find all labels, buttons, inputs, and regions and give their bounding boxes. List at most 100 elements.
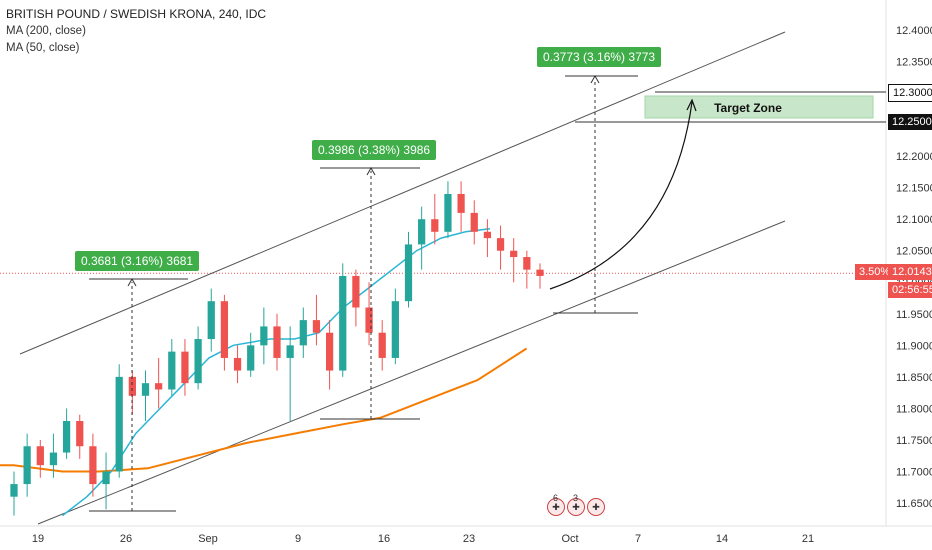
measure-3-arrowhead [590, 74, 600, 84]
target-zone-box[interactable] [644, 95, 874, 119]
uk-flag-icon[interactable]: 3 ✚ [567, 493, 585, 516]
ma50-legend[interactable]: MA (50, close) [6, 42, 80, 54]
candle-body [483, 231, 492, 239]
channel-lower-line[interactable] [37, 220, 786, 525]
level-12300-tag: 12.3000 [888, 84, 932, 102]
price-tick-label: 11.9500 [896, 309, 932, 321]
candle-body [181, 351, 189, 384]
current-pct-tag: 3.50% [855, 264, 895, 280]
time-tick-label: 19 [32, 533, 44, 545]
candle-body [36, 446, 44, 466]
projection-curve-arrow[interactable] [549, 101, 693, 290]
measure-2-arrowhead [366, 166, 376, 176]
candle-body [207, 301, 215, 340]
candle-body [233, 357, 242, 371]
candle-body [194, 339, 202, 384]
channel-upper-line[interactable] [19, 31, 786, 355]
candle-body [536, 269, 544, 276]
candle-body [10, 484, 18, 497]
measure-1-arrowhead [127, 277, 137, 287]
time-tick-label: Sep [198, 533, 218, 545]
measure-2-label[interactable]: 0.3986 (3.38%) 3986 [312, 140, 437, 160]
price-tick-label: 11.8000 [896, 403, 932, 415]
time-tick-label: 9 [295, 533, 301, 545]
ma200-legend[interactable]: MA (200, close) [6, 25, 86, 37]
time-axis[interactable]: 19 26 Sep 9 16 23 Oct 7 14 21 [32, 533, 814, 545]
uk-flag-icon[interactable]: 6 ✚ [547, 493, 565, 516]
candle-body [76, 421, 84, 447]
candle-body [418, 219, 426, 245]
candlestick-series [10, 181, 544, 516]
time-tick-label: 21 [802, 533, 814, 545]
candle-body [260, 326, 268, 346]
candle-body [247, 345, 255, 371]
candle-body [102, 471, 110, 485]
time-tick-label: 16 [378, 533, 390, 545]
current-price-tag: 12.0143 [888, 264, 932, 280]
time-tick-label: 7 [635, 533, 641, 545]
price-tick-label: 12.1500 [896, 183, 932, 195]
price-tick-label: 12.4000 [896, 25, 932, 37]
candle-body [457, 193, 465, 213]
candle-body [378, 332, 386, 358]
time-tick-label: 26 [120, 533, 132, 545]
candle-body [49, 452, 58, 466]
candle-body [115, 376, 123, 472]
time-tick-label: 23 [463, 533, 475, 545]
candle-body [128, 376, 136, 396]
candle-body [391, 301, 399, 358]
price-axis[interactable]: 12.4000 12.3500 12.2000 12.1500 12.1000 12.05… [896, 25, 932, 510]
uk-flag-icon[interactable]: ✚ [587, 498, 605, 516]
candle-body [273, 326, 281, 358]
price-tick-label: 12.2000 [896, 151, 932, 163]
economic-events[interactable]: 6 ✚ 3 ✚ ✚ [547, 493, 605, 516]
event-count: 3 [573, 493, 579, 503]
candle-body [62, 421, 71, 453]
measure-3-label[interactable]: 0.3773 (3.16%) 3773 [537, 47, 662, 67]
event-count: 6 [553, 493, 559, 503]
candle-body [325, 332, 334, 371]
candle-body [168, 351, 176, 390]
candle-body [365, 307, 373, 333]
price-tick-label: 12.3500 [896, 57, 932, 69]
symbol-title[interactable]: BRITISH POUND / SWEDISH KRONA, 240, IDC [6, 7, 267, 21]
measure-tool-1[interactable] [89, 277, 188, 512]
time-tick-label: 14 [716, 533, 728, 545]
target-zone-label: Target Zone [714, 101, 782, 115]
candle-body [404, 244, 413, 302]
candle-body [89, 446, 97, 485]
projection-arrowhead [686, 98, 697, 112]
candle-body [352, 275, 360, 308]
candle-body [431, 219, 439, 232]
price-tick-label: 11.7000 [896, 466, 932, 478]
price-tick-label: 12.0500 [896, 246, 932, 258]
candle-body [155, 383, 163, 390]
price-tick-label: 12.1000 [896, 214, 932, 226]
candle-body [141, 383, 150, 396]
price-tick-label: 11.6500 [896, 498, 932, 510]
measure-tool-3[interactable] [553, 74, 638, 314]
price-tick-label: 11.7500 [896, 435, 932, 447]
candle-body [470, 212, 478, 232]
ma200-line [0, 347, 528, 473]
candle-body [444, 193, 452, 232]
candle-body [339, 275, 347, 371]
candle-body [312, 320, 321, 333]
measure-tool-2[interactable] [320, 166, 420, 420]
candle-body [523, 257, 531, 270]
price-tick-label: 11.8500 [896, 372, 932, 384]
candle-body [220, 301, 229, 358]
candle-body [496, 238, 505, 251]
price-tick-label: 11.9000 [896, 340, 932, 352]
time-tick-label: Oct [561, 533, 578, 545]
chart-legend: BRITISH POUND / SWEDISH KRONA, 240, IDC … [6, 6, 266, 57]
countdown-tag: 02:56:55 [888, 282, 932, 298]
candle-body [299, 320, 307, 346]
candle-body [510, 250, 518, 258]
ma50-line [61, 227, 490, 517]
level-12250-tag: 12.2500 [888, 114, 932, 130]
measure-1-label[interactable]: 0.3681 (3.16%) 3681 [75, 251, 200, 271]
candle-body [286, 345, 294, 358]
candle-body [23, 446, 31, 485]
